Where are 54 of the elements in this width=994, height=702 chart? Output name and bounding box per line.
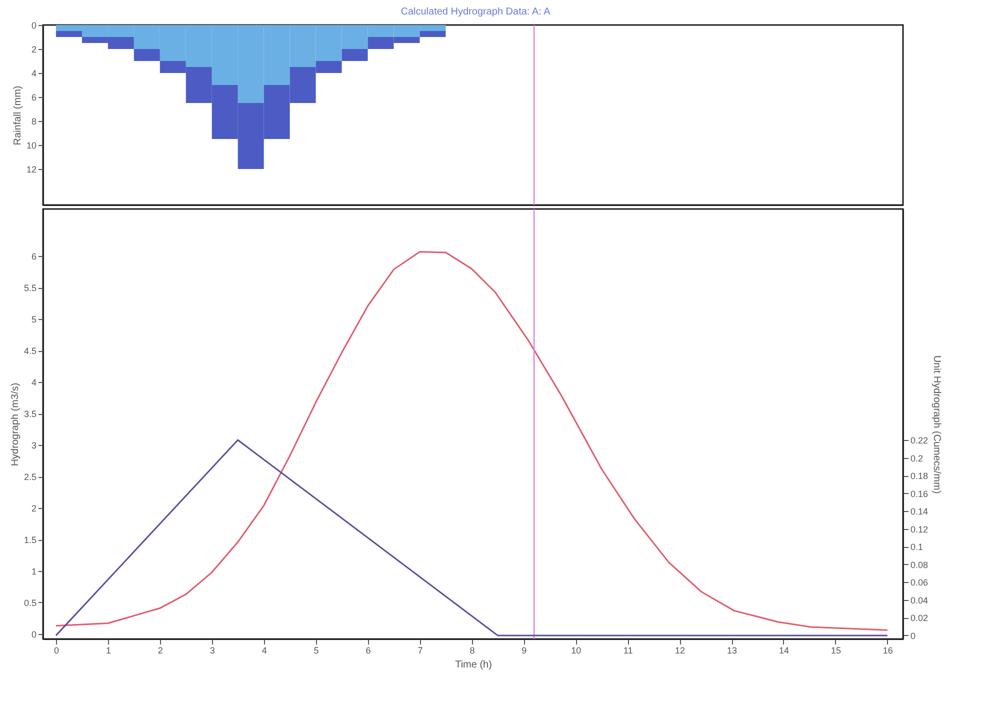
x-tick-label: 4 [262,646,267,656]
x-tick-label: 10 [571,646,582,656]
y2-tick-label: 0.22 [910,435,928,446]
y2-tick-label: 0.06 [910,578,928,588]
y-tick-label: 12 [26,164,36,174]
y-tick-label: 0 [31,629,36,640]
x-tick-label: 3 [210,646,215,656]
y-tick-label: 10 [26,140,36,150]
y-tick-label: 4 [31,378,36,388]
y2-tick-label: 0.08 [910,560,928,570]
y2-tick-label: 0.1 [910,542,924,552]
y2-tick-label: 0.02 [910,613,928,624]
y-tick-label: 1.5 [24,535,36,546]
y-tick-label: 6 [31,92,36,102]
y-tick-label: 3.5 [24,409,36,420]
y2-tick-label: 0.04 [910,595,928,606]
y2-tick-label: 0.16 [910,488,928,499]
x-tick-label: 7 [418,646,423,656]
x-tick-label: 15 [830,646,841,656]
y-tick-label: 1 [31,566,36,577]
x-tick-label: 9 [522,646,527,656]
y-tick-label: 2 [31,44,36,54]
y-tick-label: 3 [31,440,36,451]
y-tick-label: 0 [31,20,36,30]
y-axis-title: Hydrograph (m3/s) [10,382,21,466]
y2-tick-label: 0.14 [910,506,928,517]
x-tick-label: 5 [314,646,319,656]
chart-title: Calculated Hydrograph Data: A: A [400,6,551,18]
x-tick-label: 0 [54,646,59,656]
y-tick-label: 0.5 [24,598,36,608]
x-tick-label: 14 [778,646,789,656]
y2-tick-label: 0.12 [910,524,928,534]
y2-tick-label: 0.2 [910,453,924,464]
y-axis-title: Rainfall (mm) [12,86,24,146]
y2-tick-label: 0.18 [910,471,928,482]
x-tick-label: 12 [675,646,686,656]
x-tick-label: 8 [470,646,475,656]
y-tick-label: 5 [31,314,36,325]
y-tick-label: 4 [31,68,36,78]
x-axis-title: Time (h) [455,660,492,670]
x-tick-label: 2 [158,646,163,656]
x-tick-label: 6 [366,646,371,656]
y-tick-label: 5.5 [24,283,36,294]
y-tick-label: 6 [31,252,36,262]
y-tick-label: 8 [31,116,36,126]
y-tick-label: 4.5 [24,346,36,356]
y-tick-label: 2 [31,504,36,514]
x-tick-label: 11 [623,646,633,656]
y2-axis-title: Unit Hydrograph (Cumecs/mm) [931,355,942,494]
x-tick-label: 13 [727,646,738,656]
y-tick-label: 2.5 [24,472,36,482]
x-tick-label: 1 [106,646,111,656]
y2-tick-label: 0 [910,630,916,641]
x-tick-label: 16 [882,646,893,656]
